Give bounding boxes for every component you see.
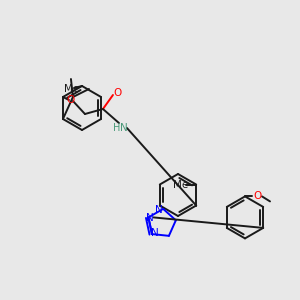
Text: O: O bbox=[114, 88, 122, 98]
Text: Me: Me bbox=[64, 84, 80, 94]
Text: N: N bbox=[120, 123, 128, 133]
Text: N: N bbox=[155, 205, 163, 215]
Text: O: O bbox=[254, 191, 262, 201]
Text: N: N bbox=[151, 228, 159, 238]
Text: H: H bbox=[113, 123, 121, 133]
Text: O: O bbox=[67, 95, 75, 105]
Text: N: N bbox=[146, 213, 153, 224]
Text: Me: Me bbox=[172, 179, 188, 190]
